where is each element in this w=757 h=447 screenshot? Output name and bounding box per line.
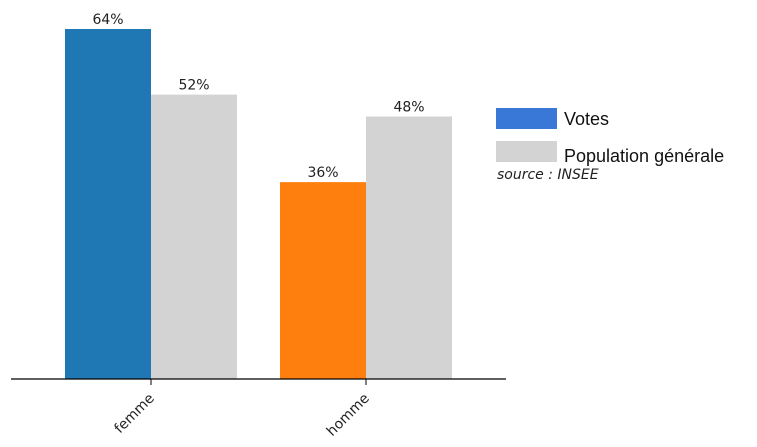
legend: Votes Population générale source : INSEE — [496, 108, 724, 183]
bar-femme-series-1 — [65, 29, 151, 379]
x-tick-labels-group: femme homme — [112, 391, 373, 440]
x-tick-label-femme: femme — [112, 391, 158, 437]
bar-homme-series-1 — [280, 182, 366, 379]
legend-label-population: Population générale — [564, 146, 724, 166]
legend-swatch-votes — [496, 108, 557, 129]
bar-femme-series-2 — [151, 94, 237, 379]
bars-group — [65, 29, 452, 379]
data-labels-group: 64% 52% 36% 48% — [92, 12, 424, 181]
data-label-homme-series-1: 36% — [307, 165, 338, 181]
data-label-homme-series-2: 48% — [393, 100, 424, 116]
bar-homme-series-2 — [366, 116, 452, 379]
x-tick-label-homme: homme — [324, 391, 373, 440]
legend-label-votes: Votes — [564, 109, 609, 129]
x-ticks-group — [150, 379, 367, 385]
data-label-femme-series-2: 52% — [178, 78, 209, 94]
source-note: source : INSEE — [497, 167, 599, 183]
data-label-femme-series-1: 64% — [92, 12, 123, 28]
legend-swatch-population — [496, 141, 557, 162]
